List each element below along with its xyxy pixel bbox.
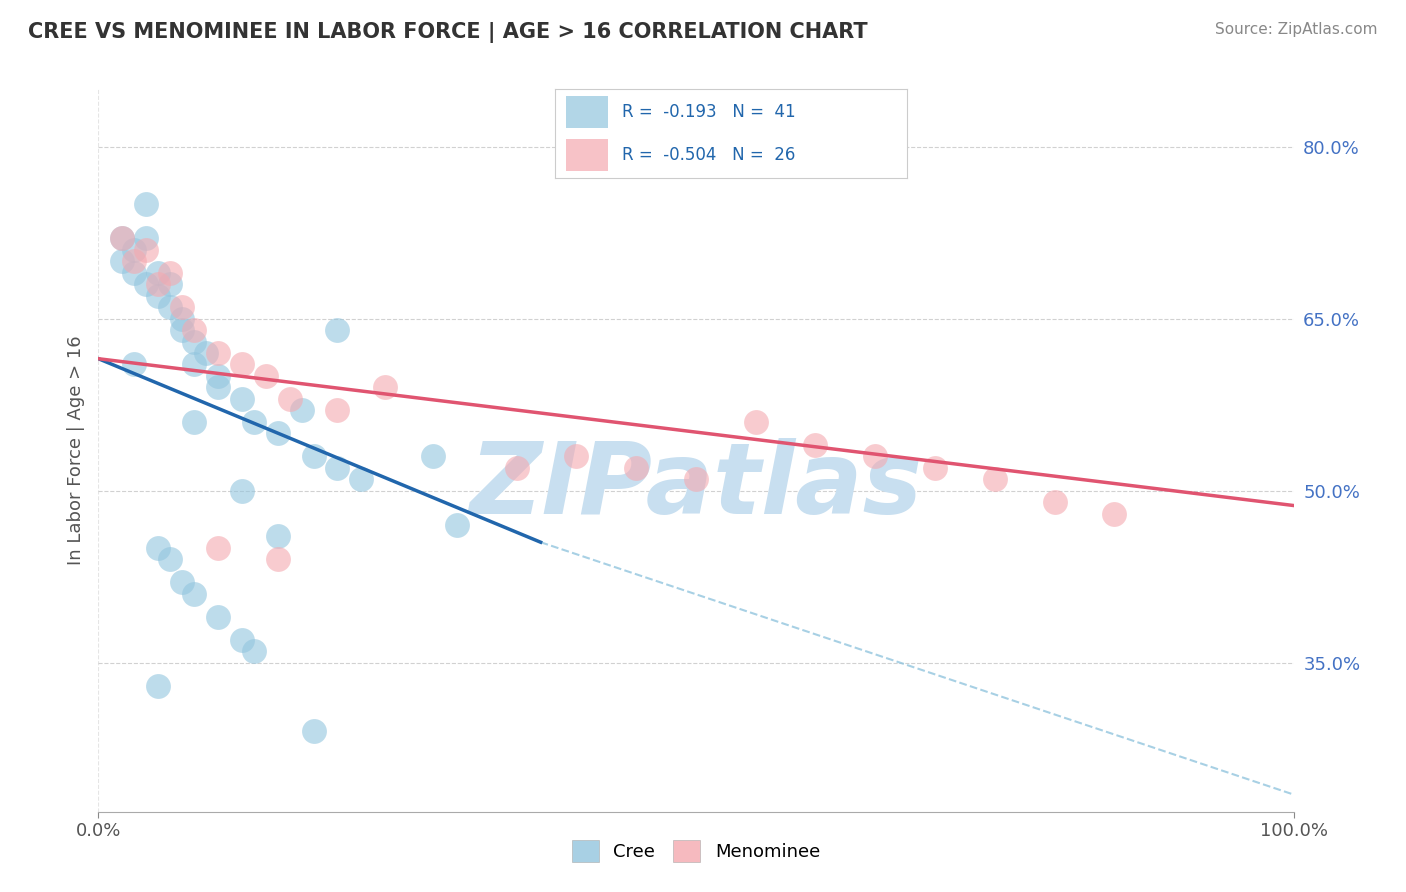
Point xyxy=(159,266,181,280)
Point xyxy=(243,644,266,658)
Point xyxy=(231,632,253,647)
Point xyxy=(254,368,277,383)
Point xyxy=(350,472,373,486)
FancyBboxPatch shape xyxy=(565,139,609,171)
Point xyxy=(804,438,827,452)
Point xyxy=(278,392,301,406)
Point xyxy=(626,460,648,475)
Point xyxy=(148,277,170,292)
Point xyxy=(135,197,157,211)
Point xyxy=(291,403,314,417)
Point xyxy=(865,449,887,463)
Point xyxy=(302,449,325,463)
Point xyxy=(207,368,229,383)
Point xyxy=(1043,495,1066,509)
Point xyxy=(172,311,194,326)
Text: Source: ZipAtlas.com: Source: ZipAtlas.com xyxy=(1215,22,1378,37)
Point xyxy=(135,231,157,245)
Point xyxy=(231,358,253,372)
Point xyxy=(207,541,229,555)
Point xyxy=(565,449,588,463)
Point xyxy=(243,415,266,429)
Point xyxy=(111,231,134,245)
Text: ZIPatlas: ZIPatlas xyxy=(470,438,922,535)
Legend: Cree, Menominee: Cree, Menominee xyxy=(567,835,825,868)
Point xyxy=(148,266,170,280)
Point xyxy=(148,288,170,302)
Point xyxy=(183,323,205,337)
Text: R =  -0.193   N =  41: R = -0.193 N = 41 xyxy=(621,103,796,121)
Point xyxy=(159,277,181,292)
Point xyxy=(124,243,146,257)
Point xyxy=(326,460,349,475)
Point xyxy=(183,358,205,372)
Point xyxy=(148,541,170,555)
Point xyxy=(207,380,229,394)
Point xyxy=(267,426,290,441)
Point xyxy=(183,334,205,349)
Point xyxy=(159,552,181,566)
Point xyxy=(231,392,253,406)
Point xyxy=(924,460,946,475)
Point xyxy=(183,587,205,601)
Point xyxy=(172,575,194,590)
Point xyxy=(124,358,146,372)
Point xyxy=(124,266,146,280)
Point xyxy=(135,243,157,257)
Point xyxy=(374,380,396,394)
Text: CREE VS MENOMINEE IN LABOR FORCE | AGE > 16 CORRELATION CHART: CREE VS MENOMINEE IN LABOR FORCE | AGE >… xyxy=(28,22,868,44)
Point xyxy=(302,724,325,739)
Point xyxy=(172,323,194,337)
Text: R =  -0.504   N =  26: R = -0.504 N = 26 xyxy=(621,146,796,164)
Point xyxy=(207,346,229,360)
Point xyxy=(172,300,194,314)
Point xyxy=(195,346,218,360)
Point xyxy=(183,415,205,429)
Point xyxy=(984,472,1007,486)
Point xyxy=(135,277,157,292)
Point xyxy=(111,254,134,268)
Point xyxy=(326,323,349,337)
Point xyxy=(124,254,146,268)
Point xyxy=(1104,507,1126,521)
Point xyxy=(111,231,134,245)
Point xyxy=(745,415,768,429)
Point xyxy=(422,449,444,463)
FancyBboxPatch shape xyxy=(565,96,609,128)
Point xyxy=(231,483,253,498)
Point xyxy=(446,518,468,533)
Point xyxy=(685,472,707,486)
Point xyxy=(506,460,529,475)
Point xyxy=(267,529,290,543)
Y-axis label: In Labor Force | Age > 16: In Labor Force | Age > 16 xyxy=(66,335,84,566)
Point xyxy=(326,403,349,417)
Point xyxy=(267,552,290,566)
Point xyxy=(207,609,229,624)
Point xyxy=(159,300,181,314)
Point xyxy=(148,679,170,693)
